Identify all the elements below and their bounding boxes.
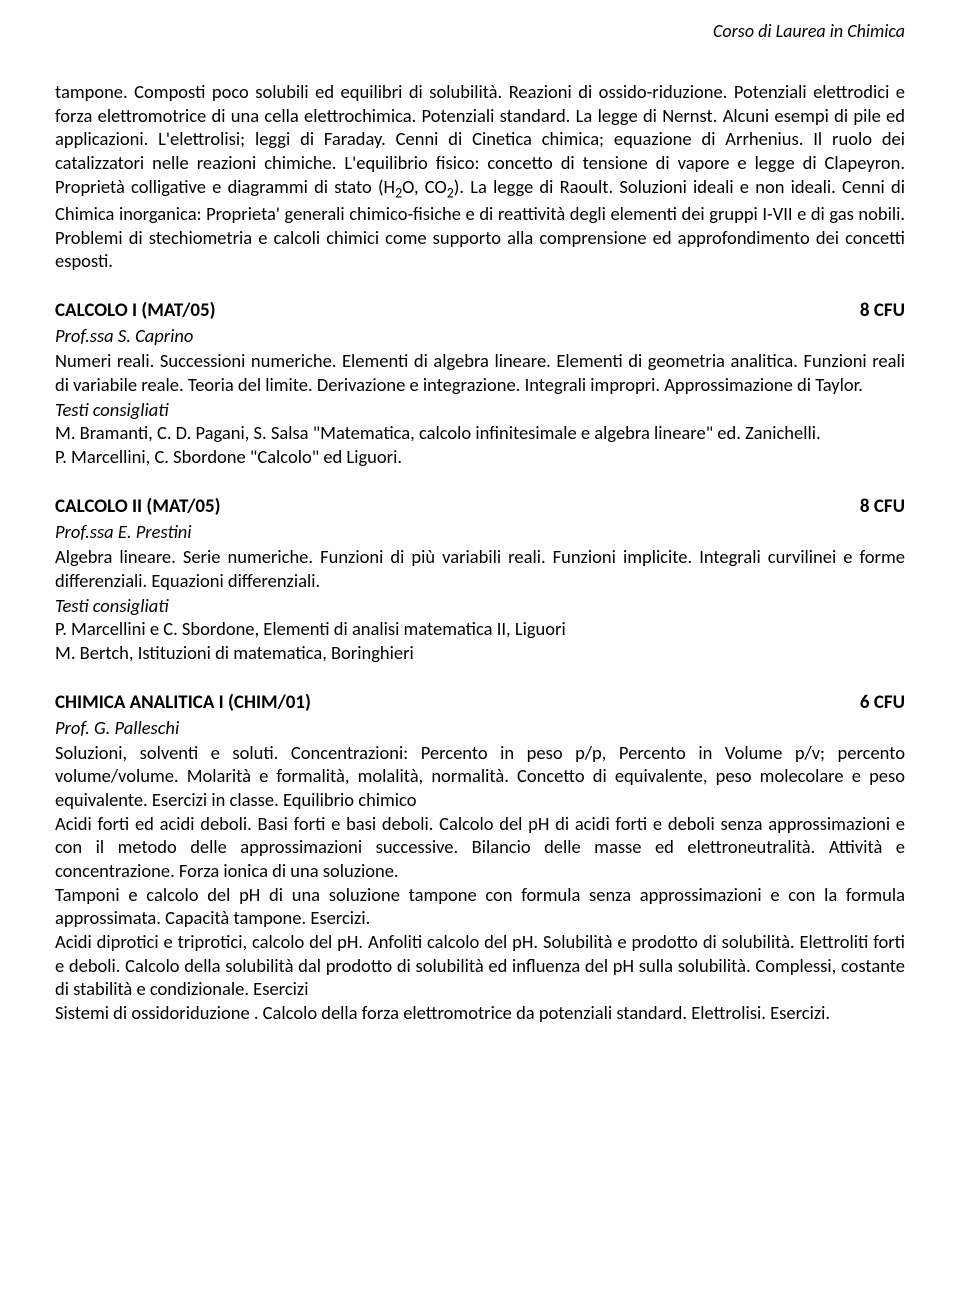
course-description: Numeri reali. Successioni numeriche. Ele… (55, 349, 905, 396)
course-header: CHIMICA ANALITICA I (CHIM/01) 6 CFU (55, 691, 905, 714)
course-description: Soluzioni, solventi e soluti. Concentraz… (55, 741, 905, 1025)
course-professor: Prof.ssa S. Caprino (55, 324, 905, 347)
course-block-calcolo1: CALCOLO I (MAT/05) 8 CFU Prof.ssa S. Cap… (55, 299, 905, 469)
course-cfu: 8 CFU (840, 495, 905, 518)
course-header: CALCOLO I (MAT/05) 8 CFU (55, 299, 905, 322)
intro-paragraph: tampone. Composti poco solubili ed equil… (55, 80, 905, 273)
running-header: Corso di Laurea in Chimica (55, 20, 905, 42)
recommended-texts-label: Testi consigliati (55, 594, 905, 617)
course-title: CALCOLO II (MAT/05) (55, 495, 221, 518)
course-title: CALCOLO I (MAT/05) (55, 299, 216, 322)
course-block-analitica1: CHIMICA ANALITICA I (CHIM/01) 6 CFU Prof… (55, 691, 905, 1025)
recommended-texts-label: Testi consigliati (55, 398, 905, 421)
course-cfu: 8 CFU (840, 299, 905, 322)
course-professor: Prof.ssa E. Prestini (55, 520, 905, 543)
course-header: CALCOLO II (MAT/05) 8 CFU (55, 495, 905, 518)
subscript: 2 (447, 184, 454, 201)
reference-text: P. Marcellini e C. Sbordone, Elementi di… (55, 617, 905, 641)
reference-text: P. Marcellini, C. Sbordone "Calcolo" ed … (55, 445, 905, 469)
course-description: Algebra lineare. Serie numeriche. Funzio… (55, 545, 905, 592)
course-cfu: 6 CFU (840, 691, 905, 714)
reference-text: M. Bertch, Istituzioni di matematica, Bo… (55, 641, 905, 665)
course-professor: Prof. G. Palleschi (55, 716, 905, 739)
intro-text-mid: O, CO (402, 175, 447, 198)
reference-text: M. Bramanti, C. D. Pagani, S. Salsa "Mat… (55, 421, 905, 445)
course-block-calcolo2: CALCOLO II (MAT/05) 8 CFU Prof.ssa E. Pr… (55, 495, 905, 665)
page-container: Corso di Laurea in Chimica tampone. Comp… (0, 0, 960, 1091)
course-title: CHIMICA ANALITICA I (CHIM/01) (55, 691, 311, 714)
